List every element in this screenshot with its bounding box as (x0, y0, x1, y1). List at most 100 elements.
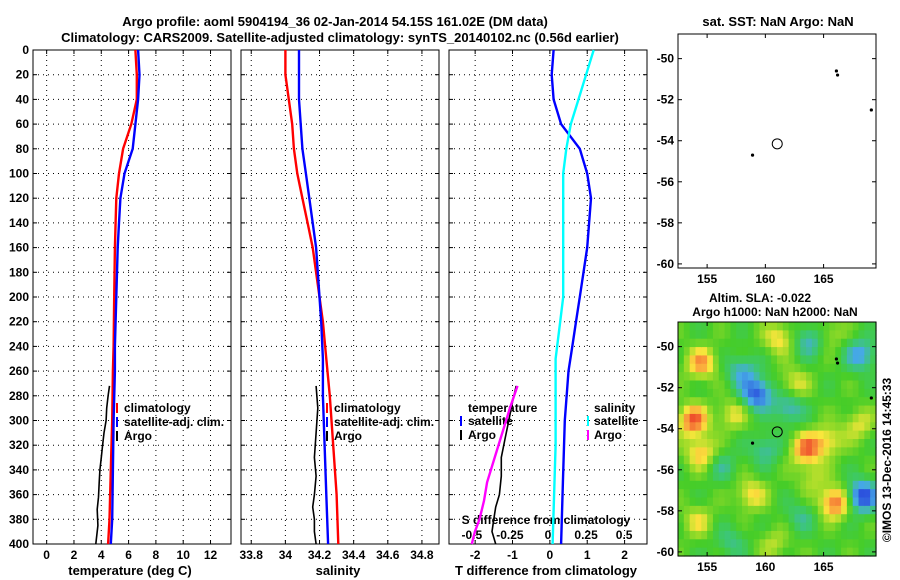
sla-cell (678, 447, 685, 457)
sla-cell (870, 447, 877, 457)
sla-cell (811, 413, 819, 423)
sla-cell (701, 547, 708, 557)
sla-cell (707, 430, 714, 440)
sla-cell (718, 372, 726, 382)
sla-cell (724, 388, 732, 398)
sla-cell (712, 413, 720, 423)
sla-cell (712, 430, 720, 440)
sla-cell (823, 355, 831, 365)
sla-cell (870, 372, 877, 382)
sla-cell (817, 338, 825, 348)
sla-cell (747, 447, 755, 457)
sla-cell (800, 372, 807, 382)
sla-cell (771, 397, 778, 407)
sla-cell (823, 413, 831, 423)
sla-cell (811, 330, 819, 340)
sla-cell (782, 514, 790, 524)
sla-cell (858, 422, 865, 432)
sla-cell (683, 497, 691, 507)
sla-cell (794, 372, 801, 382)
sla-cell (817, 397, 825, 407)
sla-cell (823, 322, 831, 331)
sla-cell (771, 480, 778, 490)
sla-cell (846, 472, 854, 482)
sla-cell (765, 380, 772, 390)
sla-cell (753, 430, 761, 440)
sla-cell (806, 522, 813, 532)
sla-cell (701, 430, 708, 440)
sla-cell (765, 547, 772, 557)
sla-cell (782, 547, 790, 557)
sla-cell (701, 514, 708, 524)
ytick-label: 280 (9, 389, 29, 403)
sla-cell (823, 388, 831, 398)
sla-cell (765, 447, 772, 457)
sla-cell (864, 372, 871, 382)
sla-cell (759, 472, 766, 482)
sla-cell (777, 547, 784, 557)
sla-cell (712, 464, 720, 474)
sla-cell (835, 439, 842, 448)
sla-cell (753, 355, 761, 365)
sla-cell (788, 322, 796, 331)
sla-cell (817, 447, 825, 457)
ytick-label: 80 (16, 142, 30, 156)
sla-cell (747, 530, 755, 540)
sla-cell (689, 547, 697, 557)
sla-cell (782, 522, 790, 532)
sal-legend-argo: Argo (334, 429, 362, 443)
sla-cell (736, 489, 743, 499)
sla-cell (858, 338, 865, 348)
sla-cell (771, 497, 778, 507)
sla-cell (736, 464, 743, 474)
sla-cell (841, 439, 848, 448)
sla-cell (707, 363, 714, 373)
sla-cell (736, 380, 743, 390)
sla-cell (811, 447, 819, 457)
sla-cell (695, 355, 702, 365)
sla-cell (806, 455, 813, 465)
sla-cell (712, 330, 720, 340)
sla-cell (759, 530, 766, 540)
temperature-panel: temperature (deg C) climatology satellit… (9, 43, 232, 578)
sla-cell (800, 380, 807, 390)
sla-cell (846, 363, 854, 373)
sla-cell (788, 489, 796, 499)
sla-cell (811, 430, 819, 440)
sla-cell (864, 338, 871, 348)
nearby-profile-point (835, 361, 840, 365)
sla-cell (823, 439, 831, 448)
sla-cell (753, 472, 761, 482)
sla-cell (794, 380, 801, 390)
xtick-label-temperature: 12 (204, 548, 218, 562)
sla-cell (683, 447, 691, 457)
sla-cell (689, 338, 697, 348)
sla-cell (817, 472, 825, 482)
sla-cell (724, 530, 732, 540)
sla-cell (794, 447, 801, 457)
sla-cell (823, 480, 831, 490)
sal-legend-satellite: satellite-adj. clim. (334, 415, 434, 429)
sla-cell (835, 422, 842, 432)
sla-cell (753, 347, 761, 357)
sla-cell (742, 338, 749, 348)
ytick-label: 300 (9, 414, 29, 428)
sla-cell (707, 547, 714, 557)
sla-cell (747, 547, 755, 557)
sla-cell (777, 497, 784, 507)
sla-cell (701, 397, 708, 407)
sla-cell (742, 472, 749, 482)
sla-cell (689, 363, 697, 373)
sla-cell (753, 422, 761, 432)
sla-cell (864, 447, 871, 457)
sla-cell (712, 489, 720, 499)
sla-cell (730, 472, 737, 482)
sla-cell (777, 447, 784, 457)
sla-cell (823, 530, 831, 540)
sla-cell (870, 505, 877, 515)
sla-cell (718, 530, 726, 540)
sla-cell (736, 430, 743, 440)
sla-cell (823, 497, 831, 507)
sla-cell (823, 405, 831, 415)
sla-cell (701, 505, 708, 515)
